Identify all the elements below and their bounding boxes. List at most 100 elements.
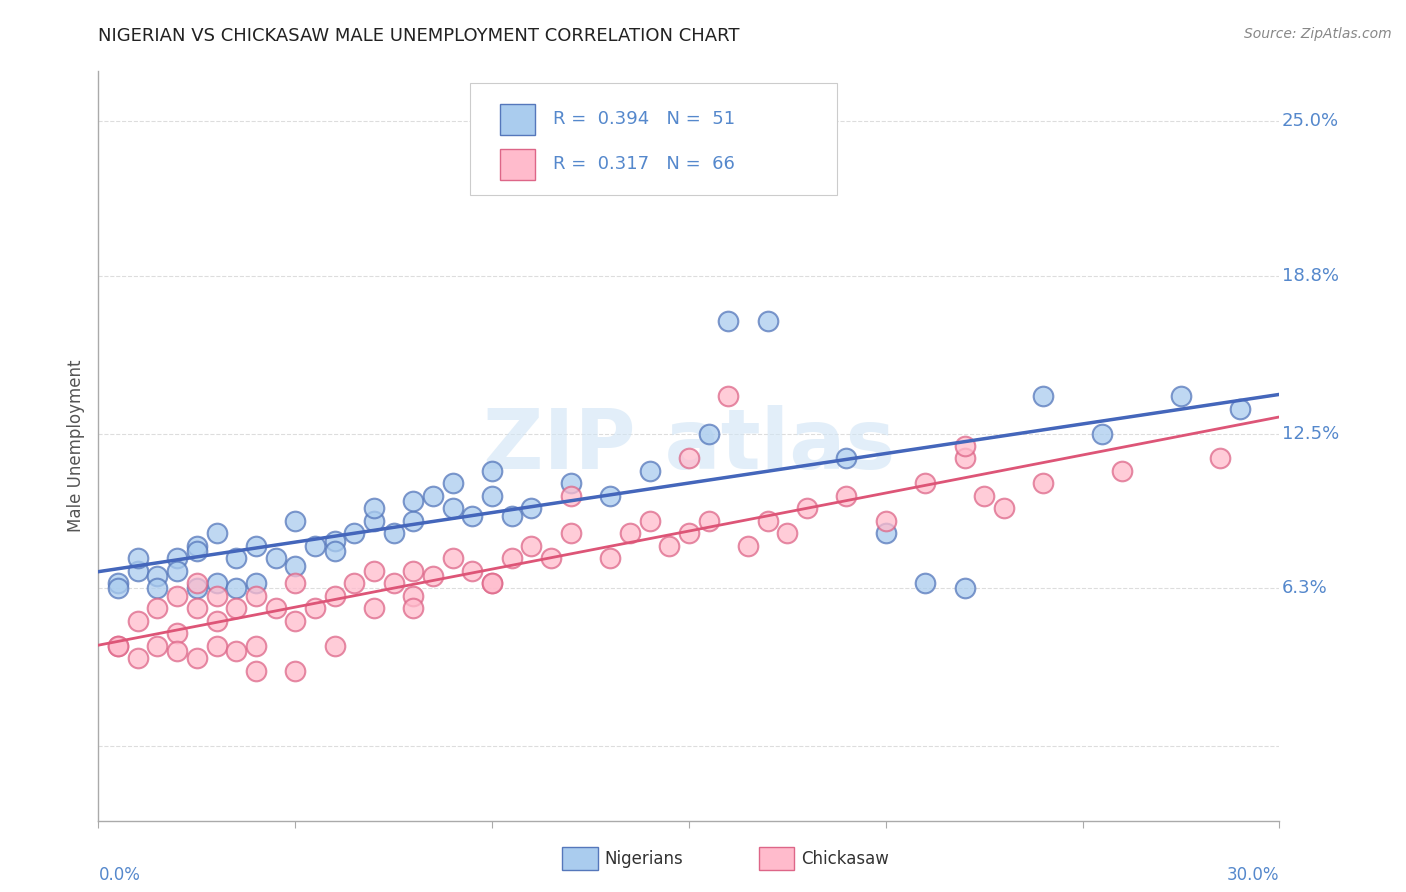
Point	[225, 551, 247, 566]
Point	[461, 564, 484, 578]
FancyBboxPatch shape	[501, 149, 536, 180]
Point	[205, 614, 228, 628]
Point	[382, 526, 405, 541]
Point	[402, 514, 425, 528]
Point	[146, 582, 169, 596]
Text: 0.0%: 0.0%	[98, 865, 141, 884]
Point	[1170, 389, 1192, 403]
Point	[914, 476, 936, 491]
Text: 12.5%: 12.5%	[1282, 425, 1339, 442]
Point	[363, 564, 385, 578]
Point	[284, 514, 307, 528]
Point	[323, 639, 346, 653]
Point	[107, 582, 129, 596]
Point	[638, 514, 661, 528]
Point	[127, 564, 149, 578]
Point	[402, 601, 425, 615]
Text: 25.0%: 25.0%	[1282, 112, 1339, 130]
Point	[107, 576, 129, 591]
Point	[481, 489, 503, 503]
Point	[1032, 389, 1054, 403]
Point	[796, 501, 818, 516]
Point	[953, 451, 976, 466]
Text: 6.3%: 6.3%	[1282, 580, 1327, 598]
Point	[225, 601, 247, 615]
Point	[323, 544, 346, 558]
Point	[560, 489, 582, 503]
Point	[166, 626, 188, 640]
Point	[186, 651, 208, 665]
Point	[323, 533, 346, 548]
Point	[993, 501, 1015, 516]
Point	[658, 539, 681, 553]
Point	[205, 589, 228, 603]
Point	[363, 501, 385, 516]
Text: 18.8%: 18.8%	[1282, 268, 1339, 285]
Point	[402, 589, 425, 603]
Point	[717, 389, 740, 403]
Text: Chickasaw: Chickasaw	[801, 850, 890, 868]
Point	[441, 476, 464, 491]
Point	[284, 576, 307, 591]
Point	[875, 514, 897, 528]
Point	[875, 526, 897, 541]
Point	[304, 539, 326, 553]
Point	[756, 514, 779, 528]
Text: NIGERIAN VS CHICKASAW MALE UNEMPLOYMENT CORRELATION CHART: NIGERIAN VS CHICKASAW MALE UNEMPLOYMENT …	[98, 27, 740, 45]
Point	[1209, 451, 1232, 466]
Point	[678, 526, 700, 541]
Point	[166, 551, 188, 566]
Point	[343, 576, 366, 591]
FancyBboxPatch shape	[501, 103, 536, 135]
Point	[284, 558, 307, 573]
Point	[402, 494, 425, 508]
Point	[205, 526, 228, 541]
Point	[835, 489, 858, 503]
Point	[186, 601, 208, 615]
Point	[245, 576, 267, 591]
Point	[501, 508, 523, 523]
Point	[1032, 476, 1054, 491]
Point	[225, 582, 247, 596]
Text: R =  0.394   N =  51: R = 0.394 N = 51	[553, 111, 735, 128]
Point	[186, 544, 208, 558]
Point	[245, 589, 267, 603]
Point	[697, 426, 720, 441]
Text: R =  0.317   N =  66: R = 0.317 N = 66	[553, 155, 735, 173]
Point	[441, 501, 464, 516]
Point	[264, 601, 287, 615]
Point	[973, 489, 995, 503]
Point	[520, 539, 543, 553]
Point	[441, 551, 464, 566]
Point	[245, 539, 267, 553]
Point	[146, 569, 169, 583]
Point	[422, 489, 444, 503]
Point	[953, 439, 976, 453]
Point	[481, 576, 503, 591]
Point	[560, 526, 582, 541]
Point	[146, 601, 169, 615]
Point	[1229, 401, 1251, 416]
Point	[756, 314, 779, 328]
Point	[166, 589, 188, 603]
Point	[540, 551, 562, 566]
Point	[363, 601, 385, 615]
Point	[343, 526, 366, 541]
Text: 30.0%: 30.0%	[1227, 865, 1279, 884]
Point	[835, 451, 858, 466]
Text: Nigerians: Nigerians	[605, 850, 683, 868]
Point	[146, 639, 169, 653]
Text: ZIP atlas: ZIP atlas	[482, 406, 896, 486]
Point	[225, 644, 247, 658]
Point	[501, 551, 523, 566]
Point	[382, 576, 405, 591]
Point	[166, 644, 188, 658]
Point	[1091, 426, 1114, 441]
Point	[127, 551, 149, 566]
Point	[1111, 464, 1133, 478]
Point	[481, 576, 503, 591]
Point	[186, 582, 208, 596]
Point	[186, 576, 208, 591]
Point	[737, 539, 759, 553]
Point	[560, 476, 582, 491]
